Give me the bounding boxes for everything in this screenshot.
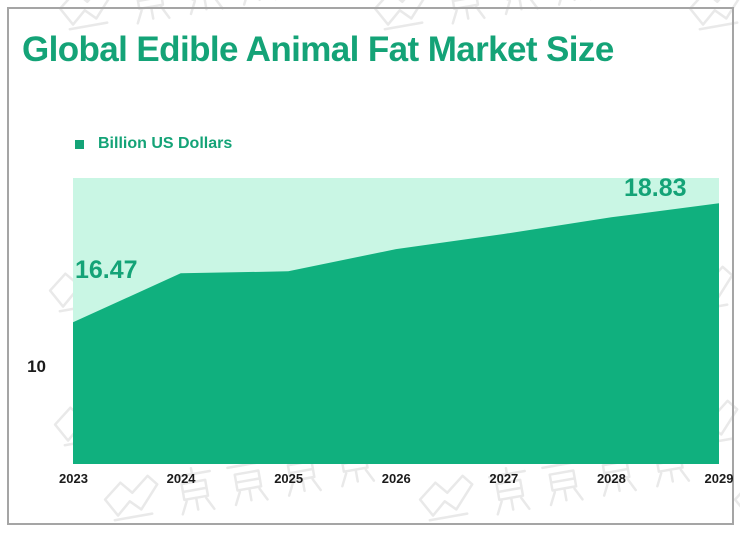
x-axis-labels: 2023 2024 2025 2026 2027 2028 2029 — [0, 471, 740, 491]
x-axis-tick-label: 2028 — [596, 471, 626, 486]
y-axis-tick-label: 10 — [27, 357, 46, 376]
page-title: Global Edible Animal Fat Market Size — [22, 30, 614, 69]
x-axis-tick-label: 2027 — [489, 471, 519, 486]
x-axis-tick-label: 2024 — [166, 471, 196, 486]
area-series — [73, 203, 719, 464]
watermark — [50, 0, 346, 46]
data-label-first: 16.47 — [75, 256, 138, 284]
x-axis-tick-label: 2025 — [274, 471, 304, 486]
legend-square-icon — [75, 139, 84, 149]
legend: Billion US Dollars — [75, 135, 232, 153]
x-axis-tick-label: 2029 — [704, 471, 734, 486]
plot-area — [73, 178, 719, 464]
watermark — [680, 0, 740, 46]
area-chart-svg — [73, 203, 719, 464]
x-axis-tick-label: 2023 — [59, 471, 88, 486]
watermark — [365, 0, 661, 46]
x-axis-tick-label: 2026 — [381, 471, 411, 486]
data-label-last: 18.83 — [624, 174, 687, 202]
legend-label: Billion US Dollars — [98, 135, 233, 152]
